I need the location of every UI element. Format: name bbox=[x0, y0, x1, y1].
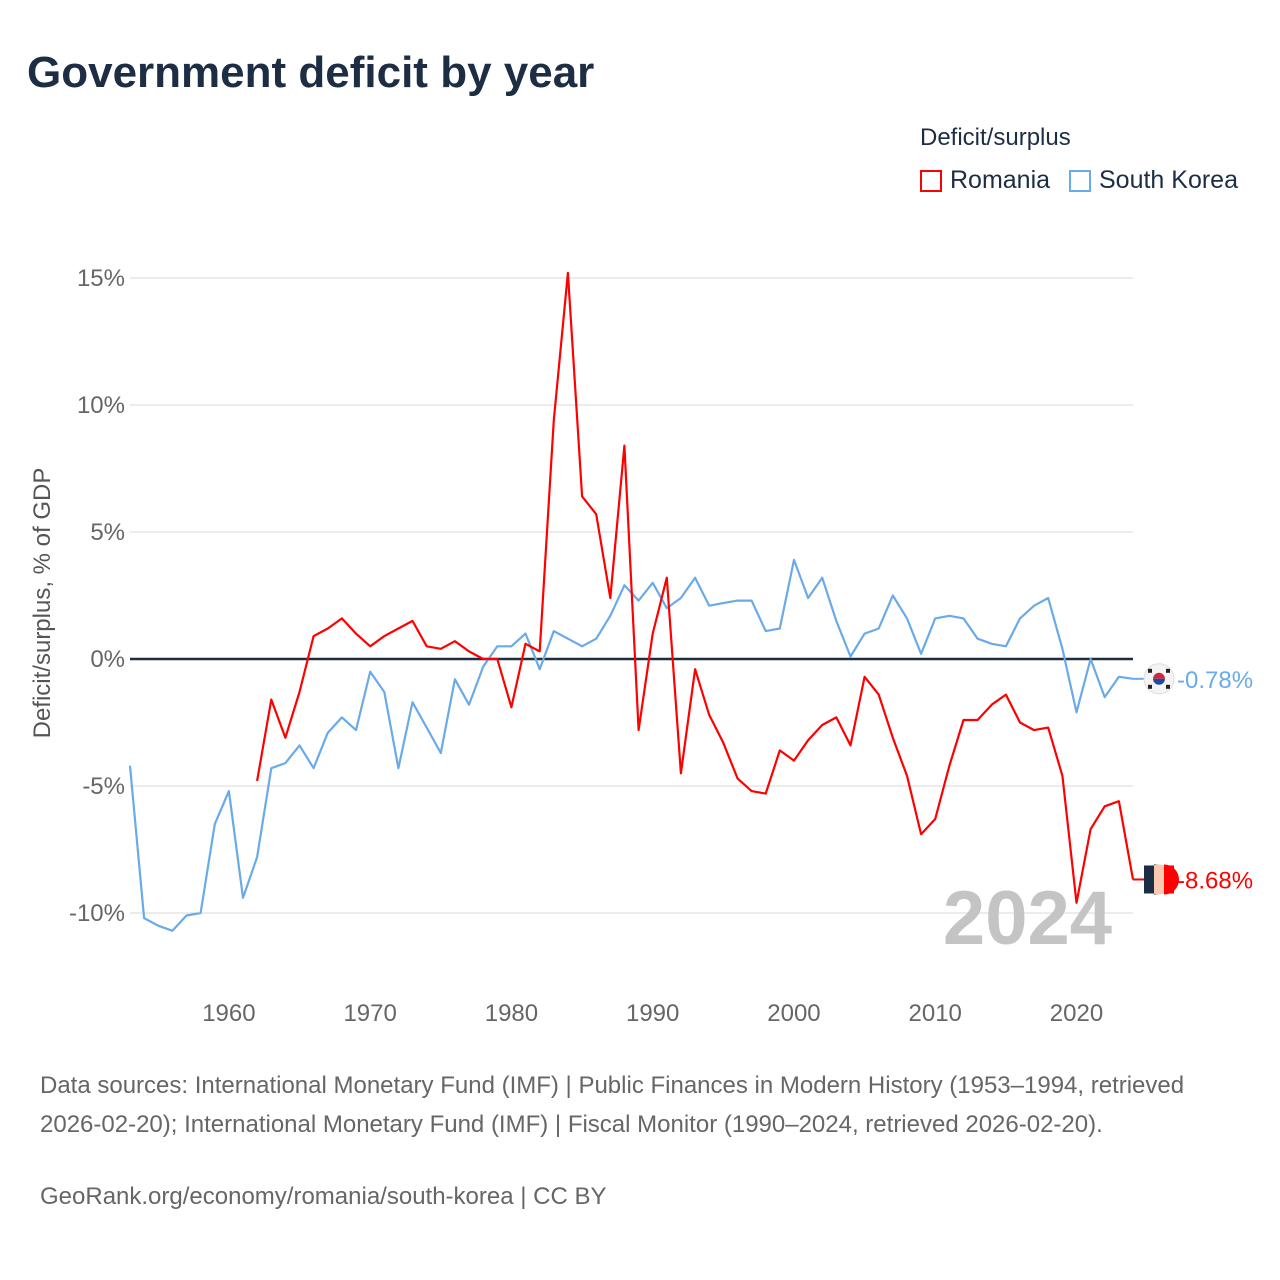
x-tick-label: 2010 bbox=[909, 1000, 962, 1027]
x-tick-label: 2020 bbox=[1050, 1000, 1103, 1027]
legend-title: Deficit/surplus bbox=[920, 124, 1071, 151]
legend-item-south-korea[interactable]: South Korea bbox=[1069, 166, 1238, 195]
end-value-label: -8.68% bbox=[1177, 867, 1253, 894]
south-korea-flag-icon bbox=[1143, 663, 1175, 695]
x-tick-label: 1980 bbox=[485, 1000, 538, 1027]
data-sources: Data sources: International Monetary Fun… bbox=[40, 1072, 1185, 1138]
y-axis-label: Deficit/surplus, % of GDP bbox=[29, 468, 56, 739]
legend-swatch-south-korea bbox=[1069, 169, 1091, 192]
y-tick-label: -5% bbox=[82, 773, 125, 800]
y-tick-label: 0% bbox=[90, 646, 125, 673]
x-tick-label: 2000 bbox=[767, 1000, 820, 1027]
y-tick-label: 15% bbox=[77, 265, 125, 292]
legend-item-romania[interactable]: Romania bbox=[920, 166, 1050, 195]
romania-flag-icon bbox=[1144, 864, 1180, 895]
chart-title: Government deficit by year bbox=[27, 48, 595, 97]
legend-swatch-romania bbox=[920, 169, 942, 192]
x-tick-label: 1960 bbox=[202, 1000, 255, 1027]
legend-label-romania: Romania bbox=[950, 166, 1051, 194]
y-tick-label: -10% bbox=[69, 900, 125, 927]
x-tick-label: 1970 bbox=[343, 1000, 396, 1027]
y-tick-label: 5% bbox=[90, 519, 125, 546]
x-tick-label: 1990 bbox=[626, 1000, 679, 1027]
year-watermark: 2024 bbox=[943, 876, 1112, 961]
y-tick-label: 10% bbox=[77, 392, 125, 419]
end-value-label: -0.78% bbox=[1177, 667, 1253, 694]
credit-link[interactable]: GeoRank.org/economy/romania/south-korea … bbox=[40, 1183, 607, 1210]
series-line-romania[interactable] bbox=[256, 271, 1135, 904]
legend-label-south-korea: South Korea bbox=[1099, 166, 1238, 194]
